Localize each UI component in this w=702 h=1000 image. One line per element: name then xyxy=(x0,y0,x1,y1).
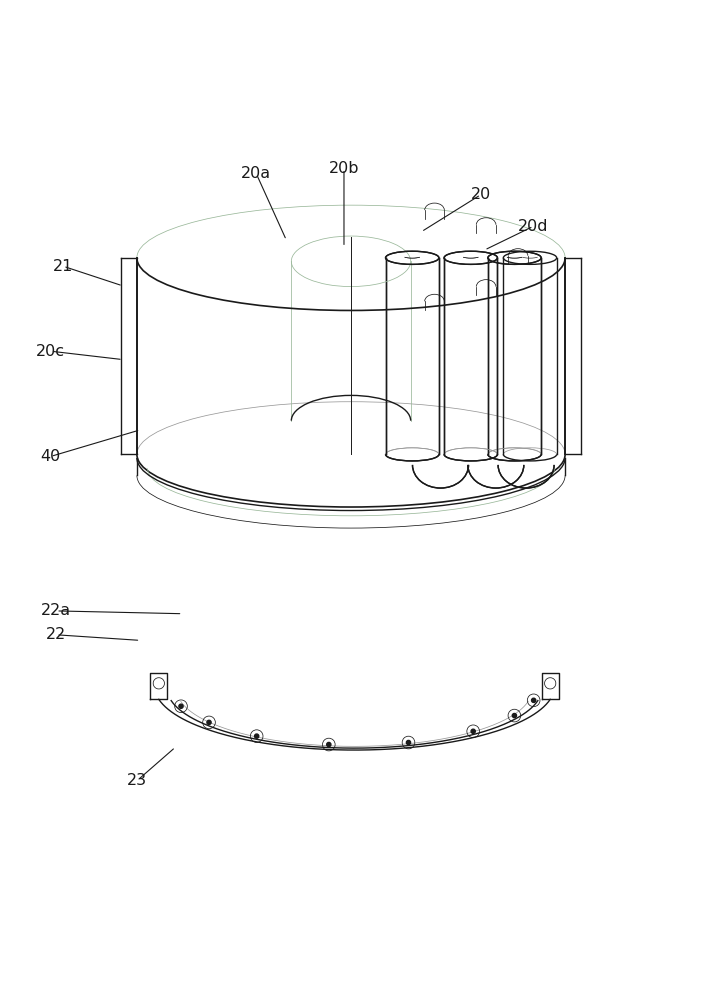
Text: 40: 40 xyxy=(41,449,60,464)
Circle shape xyxy=(406,740,411,745)
Text: 20c: 20c xyxy=(36,344,65,359)
Text: 23: 23 xyxy=(127,773,147,788)
Circle shape xyxy=(326,742,331,747)
Circle shape xyxy=(179,704,183,708)
Text: 21: 21 xyxy=(53,259,74,274)
Circle shape xyxy=(531,698,536,702)
Circle shape xyxy=(255,734,259,738)
Circle shape xyxy=(512,713,517,718)
Circle shape xyxy=(471,729,475,733)
Circle shape xyxy=(207,720,211,725)
Text: 20a: 20a xyxy=(241,166,271,181)
Text: 22: 22 xyxy=(46,627,66,642)
Text: 22a: 22a xyxy=(41,603,71,618)
Text: 20b: 20b xyxy=(329,161,359,176)
Text: 20: 20 xyxy=(471,187,491,202)
Text: 20d: 20d xyxy=(518,219,549,234)
